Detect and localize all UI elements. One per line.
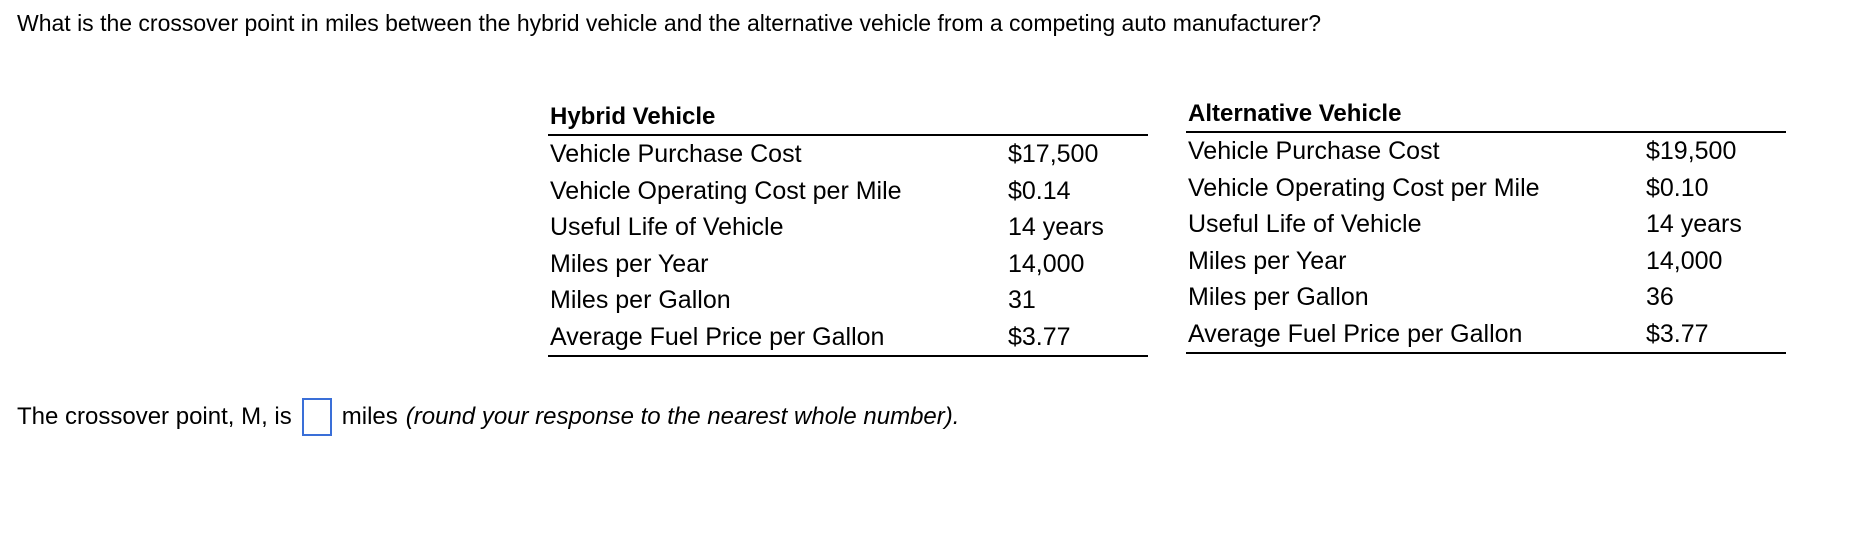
row-value: $3.77 (1644, 315, 1786, 354)
table-row: Average Fuel Price per Gallon $3.77 (548, 318, 1148, 357)
answer-prefix: The crossover point, M, is (17, 403, 292, 430)
row-label: Miles per Gallon (1188, 283, 1369, 311)
row-value: $3.77 (1006, 318, 1148, 357)
table-row: Useful Life of Vehicle 14 years (548, 209, 1148, 246)
table-row: Miles per Year 14,000 (1186, 243, 1786, 280)
row-value: 14,000 (1646, 246, 1723, 275)
row-label: Miles per Year (1188, 246, 1347, 275)
row-label: Useful Life of Vehicle (1188, 210, 1422, 238)
row-label: Average Fuel Price per Gallon (1186, 315, 1644, 354)
row-value: 14 years (1646, 210, 1742, 238)
row-label: Average Fuel Price per Gallon (548, 318, 1006, 357)
answer-line: The crossover point, M, is miles (round … (17, 398, 959, 436)
table-row: Useful Life of Vehicle 14 years (1186, 206, 1786, 243)
table-row: Vehicle Operating Cost per Mile $0.10 (1186, 170, 1786, 207)
row-value: $19,500 (1646, 137, 1737, 165)
table-row: Vehicle Purchase Cost $19,500 (1186, 132, 1786, 170)
hybrid-table-title: Hybrid Vehicle (548, 102, 1148, 136)
table-row: Vehicle Purchase Cost $17,500 (548, 135, 1148, 173)
row-label: Vehicle Purchase Cost (550, 140, 802, 168)
table-row: Vehicle Operating Cost per Mile $0.14 (548, 173, 1148, 210)
row-label: Vehicle Operating Cost per Mile (1188, 173, 1540, 202)
row-value: $0.14 (1008, 176, 1071, 205)
row-value: $17,500 (1008, 140, 1099, 168)
crossover-answer-input[interactable] (301, 398, 332, 436)
hybrid-vehicle-table: Hybrid Vehicle Vehicle Purchase Cost $17,… (548, 102, 1148, 357)
table-row: Miles per Year 14,000 (548, 246, 1148, 283)
table-row: Average Fuel Price per Gallon $3.77 (1186, 315, 1786, 354)
row-label: Useful Life of Vehicle (550, 213, 784, 241)
row-label: Vehicle Purchase Cost (1188, 137, 1440, 165)
row-label: Miles per Gallon (550, 286, 731, 314)
row-value: 14 years (1008, 213, 1104, 241)
row-value: $0.10 (1646, 173, 1709, 202)
row-label: Vehicle Operating Cost per Mile (550, 176, 902, 205)
table-row: Miles per Gallon 36 (1186, 279, 1786, 316)
row-label: Miles per Year (550, 249, 709, 278)
table-row: Miles per Gallon 31 (548, 282, 1148, 319)
row-value: 36 (1646, 283, 1674, 311)
answer-unit: miles (341, 403, 398, 430)
row-value: 31 (1008, 286, 1036, 314)
question-text: What is the crossover point in miles bet… (17, 10, 1322, 36)
alternative-table-title: Alternative Vehicle (1186, 99, 1786, 133)
alternative-vehicle-table: Alternative Vehicle Vehicle Purchase Cos… (1186, 99, 1786, 354)
row-value: 14,000 (1008, 249, 1085, 278)
rounding-hint: (round your response to the nearest whol… (405, 403, 960, 430)
